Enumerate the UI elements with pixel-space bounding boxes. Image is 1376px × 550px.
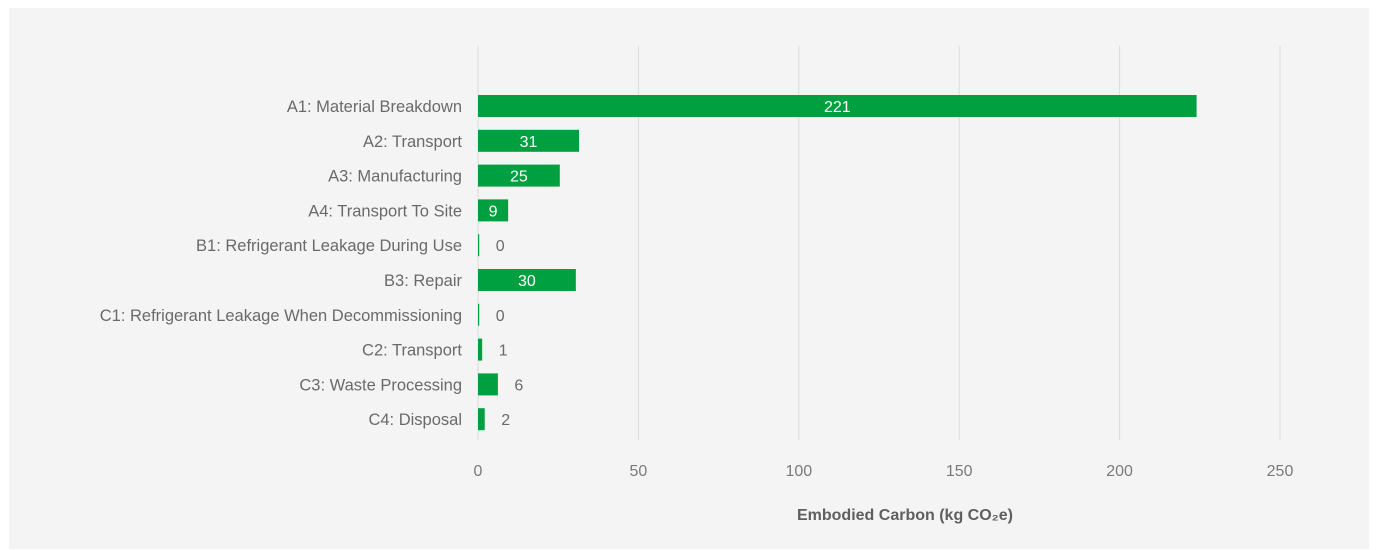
- bar: [478, 234, 480, 257]
- category-label: A4: Transport To Site: [308, 202, 462, 220]
- data-label: 6: [514, 377, 523, 394]
- bar: [478, 164, 560, 187]
- x-tick-labels: 0 50 100 150 200 250: [474, 463, 1294, 480]
- data-label: 0: [496, 308, 505, 325]
- data-label: 2: [501, 412, 510, 429]
- category-label: C3: Waste Processing: [299, 376, 462, 394]
- category-label: C2: Transport: [362, 342, 462, 360]
- bar: [478, 338, 483, 361]
- data-label: 1: [499, 343, 508, 360]
- category-label: B3: Repair: [384, 272, 462, 290]
- data-label: 31: [520, 134, 538, 151]
- bar: [478, 269, 576, 291]
- data-label: 9: [489, 203, 498, 220]
- category-label: A2: Transport: [363, 133, 462, 151]
- data-labels: 221 31 25 9 0 30 0 16 2: [489, 99, 851, 429]
- bar: [478, 199, 509, 222]
- bar: [478, 373, 498, 396]
- category-label: C4: Disposal: [368, 411, 462, 429]
- x-tick-label: 250: [1267, 463, 1294, 480]
- x-tick-label: 100: [785, 463, 812, 480]
- x-tick-label: 50: [630, 463, 648, 480]
- bar: [478, 408, 485, 431]
- data-label: 30: [518, 273, 536, 290]
- category-label: C1: Refrigerant Leakage When Decommissio…: [100, 307, 462, 325]
- x-tick-label: 200: [1106, 463, 1133, 480]
- data-label: 0: [496, 238, 505, 255]
- category-label: A3: Manufacturing: [328, 168, 462, 186]
- x-tick-label: 150: [946, 463, 973, 480]
- category-labels: A1: Material Breakdown A2: Transport A3: M…: [100, 98, 463, 429]
- bar: [478, 129, 580, 152]
- category-label: B1: Refrigerant Leakage During Use: [196, 237, 462, 255]
- x-tick-label: 0: [474, 463, 483, 480]
- data-label: 25: [510, 169, 528, 186]
- category-label: A1: Material Breakdown: [287, 98, 462, 116]
- x-axis-title: Embodied Carbon (kg CO₂e): [797, 507, 1013, 524]
- data-label: 221: [824, 99, 851, 116]
- bars: [478, 95, 1197, 431]
- bar: [478, 95, 1197, 117]
- bar: [478, 303, 480, 326]
